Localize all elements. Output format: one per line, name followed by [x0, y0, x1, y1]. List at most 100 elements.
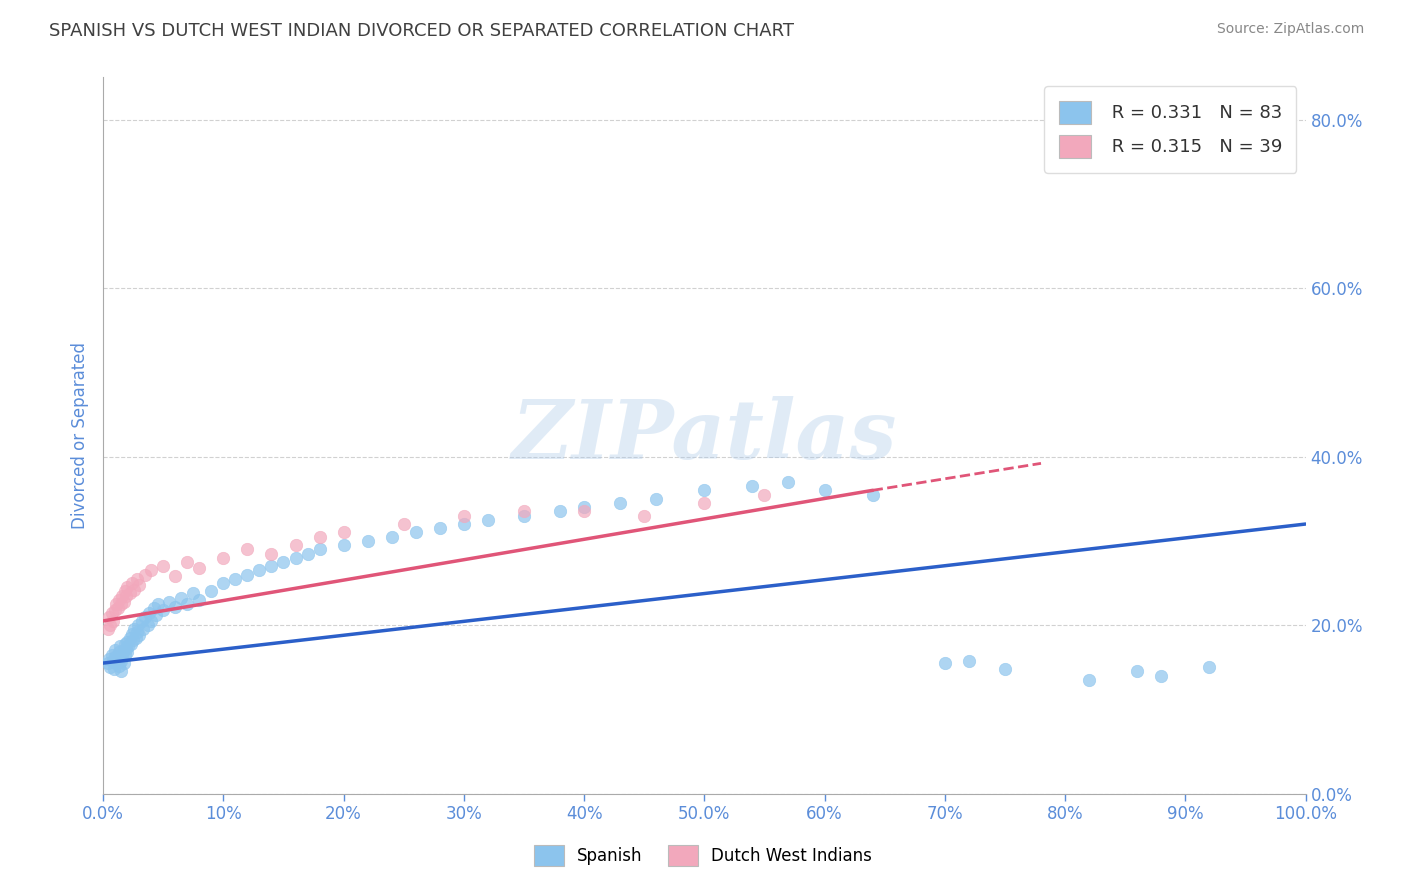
Y-axis label: Divorced or Separated: Divorced or Separated [72, 342, 89, 529]
Point [115, 635, 138, 649]
Point [105, 656, 128, 670]
Point [100, 648, 122, 662]
Point [136, 618, 159, 632]
Point [128, 577, 150, 591]
Point [107, 652, 129, 666]
Point [98, 652, 121, 666]
Point [381, 530, 404, 544]
Point [284, 550, 307, 565]
Point [131, 614, 153, 628]
Point [112, 656, 135, 670]
Point [778, 475, 800, 489]
Point [609, 496, 631, 510]
Point [111, 650, 134, 665]
Point [134, 567, 156, 582]
Point [188, 561, 211, 575]
Point [165, 569, 187, 583]
Point [120, 637, 142, 651]
Point [115, 580, 138, 594]
Point [118, 586, 141, 600]
Point [453, 516, 475, 531]
Point [453, 508, 475, 523]
Point [212, 550, 235, 565]
Point [862, 487, 884, 501]
Point [134, 609, 156, 624]
Point [170, 591, 193, 606]
Point [110, 665, 132, 679]
Point [117, 639, 139, 653]
Point [114, 637, 136, 651]
Point [125, 572, 148, 586]
Legend:  R = 0.331   N = 83,  R = 0.315   N = 39: R = 0.331 N = 83, R = 0.315 N = 39 [1045, 87, 1296, 172]
Point [181, 586, 204, 600]
Point [148, 597, 170, 611]
Point [813, 483, 835, 498]
Point [145, 608, 167, 623]
Point [332, 538, 354, 552]
Point [114, 584, 136, 599]
Text: SPANISH VS DUTCH WEST INDIAN DIVORCED OR SEPARATED CORRELATION CHART: SPANISH VS DUTCH WEST INDIAN DIVORCED OR… [49, 22, 794, 40]
Point [994, 662, 1017, 676]
Point [110, 597, 132, 611]
Point [513, 508, 536, 523]
Point [260, 559, 283, 574]
Point [392, 516, 415, 531]
Point [429, 521, 451, 535]
Point [754, 487, 776, 501]
Point [122, 633, 145, 648]
Point [200, 584, 222, 599]
Point [572, 504, 595, 518]
Point [115, 589, 138, 603]
Point [236, 567, 259, 582]
Text: Source: ZipAtlas.com: Source: ZipAtlas.com [1216, 22, 1364, 37]
Point [110, 654, 132, 668]
Point [107, 658, 129, 673]
Point [101, 654, 124, 668]
Point [934, 656, 956, 670]
Point [308, 542, 330, 557]
Point [107, 592, 129, 607]
Point [121, 626, 143, 640]
Point [157, 594, 180, 608]
Point [97, 623, 120, 637]
Point [957, 654, 980, 668]
Point [548, 504, 571, 518]
Point [142, 601, 165, 615]
Point [1150, 669, 1173, 683]
Point [1198, 660, 1220, 674]
Point [114, 648, 136, 662]
Point [273, 555, 295, 569]
Point [111, 589, 134, 603]
Point [236, 542, 259, 557]
Point [118, 631, 141, 645]
Point [308, 530, 330, 544]
Point [112, 643, 135, 657]
Point [104, 650, 127, 665]
Point [693, 483, 716, 498]
Point [138, 606, 160, 620]
Point [332, 525, 354, 540]
Point [103, 662, 125, 676]
Point [1126, 665, 1149, 679]
Point [152, 603, 174, 617]
Point [97, 656, 120, 670]
Point [477, 513, 499, 527]
Point [115, 641, 138, 656]
Point [124, 631, 146, 645]
Point [405, 525, 427, 540]
Point [104, 603, 127, 617]
Point [572, 500, 595, 515]
Point [176, 597, 198, 611]
Text: ZIPatlas: ZIPatlas [512, 395, 897, 475]
Point [356, 533, 378, 548]
Point [108, 639, 131, 653]
Point [141, 563, 163, 577]
Point [127, 618, 149, 632]
Point [105, 597, 128, 611]
Point [152, 559, 174, 574]
Point [1078, 673, 1101, 687]
Point [107, 645, 129, 659]
Point [176, 555, 198, 569]
Point [124, 582, 146, 597]
Point [633, 508, 655, 523]
